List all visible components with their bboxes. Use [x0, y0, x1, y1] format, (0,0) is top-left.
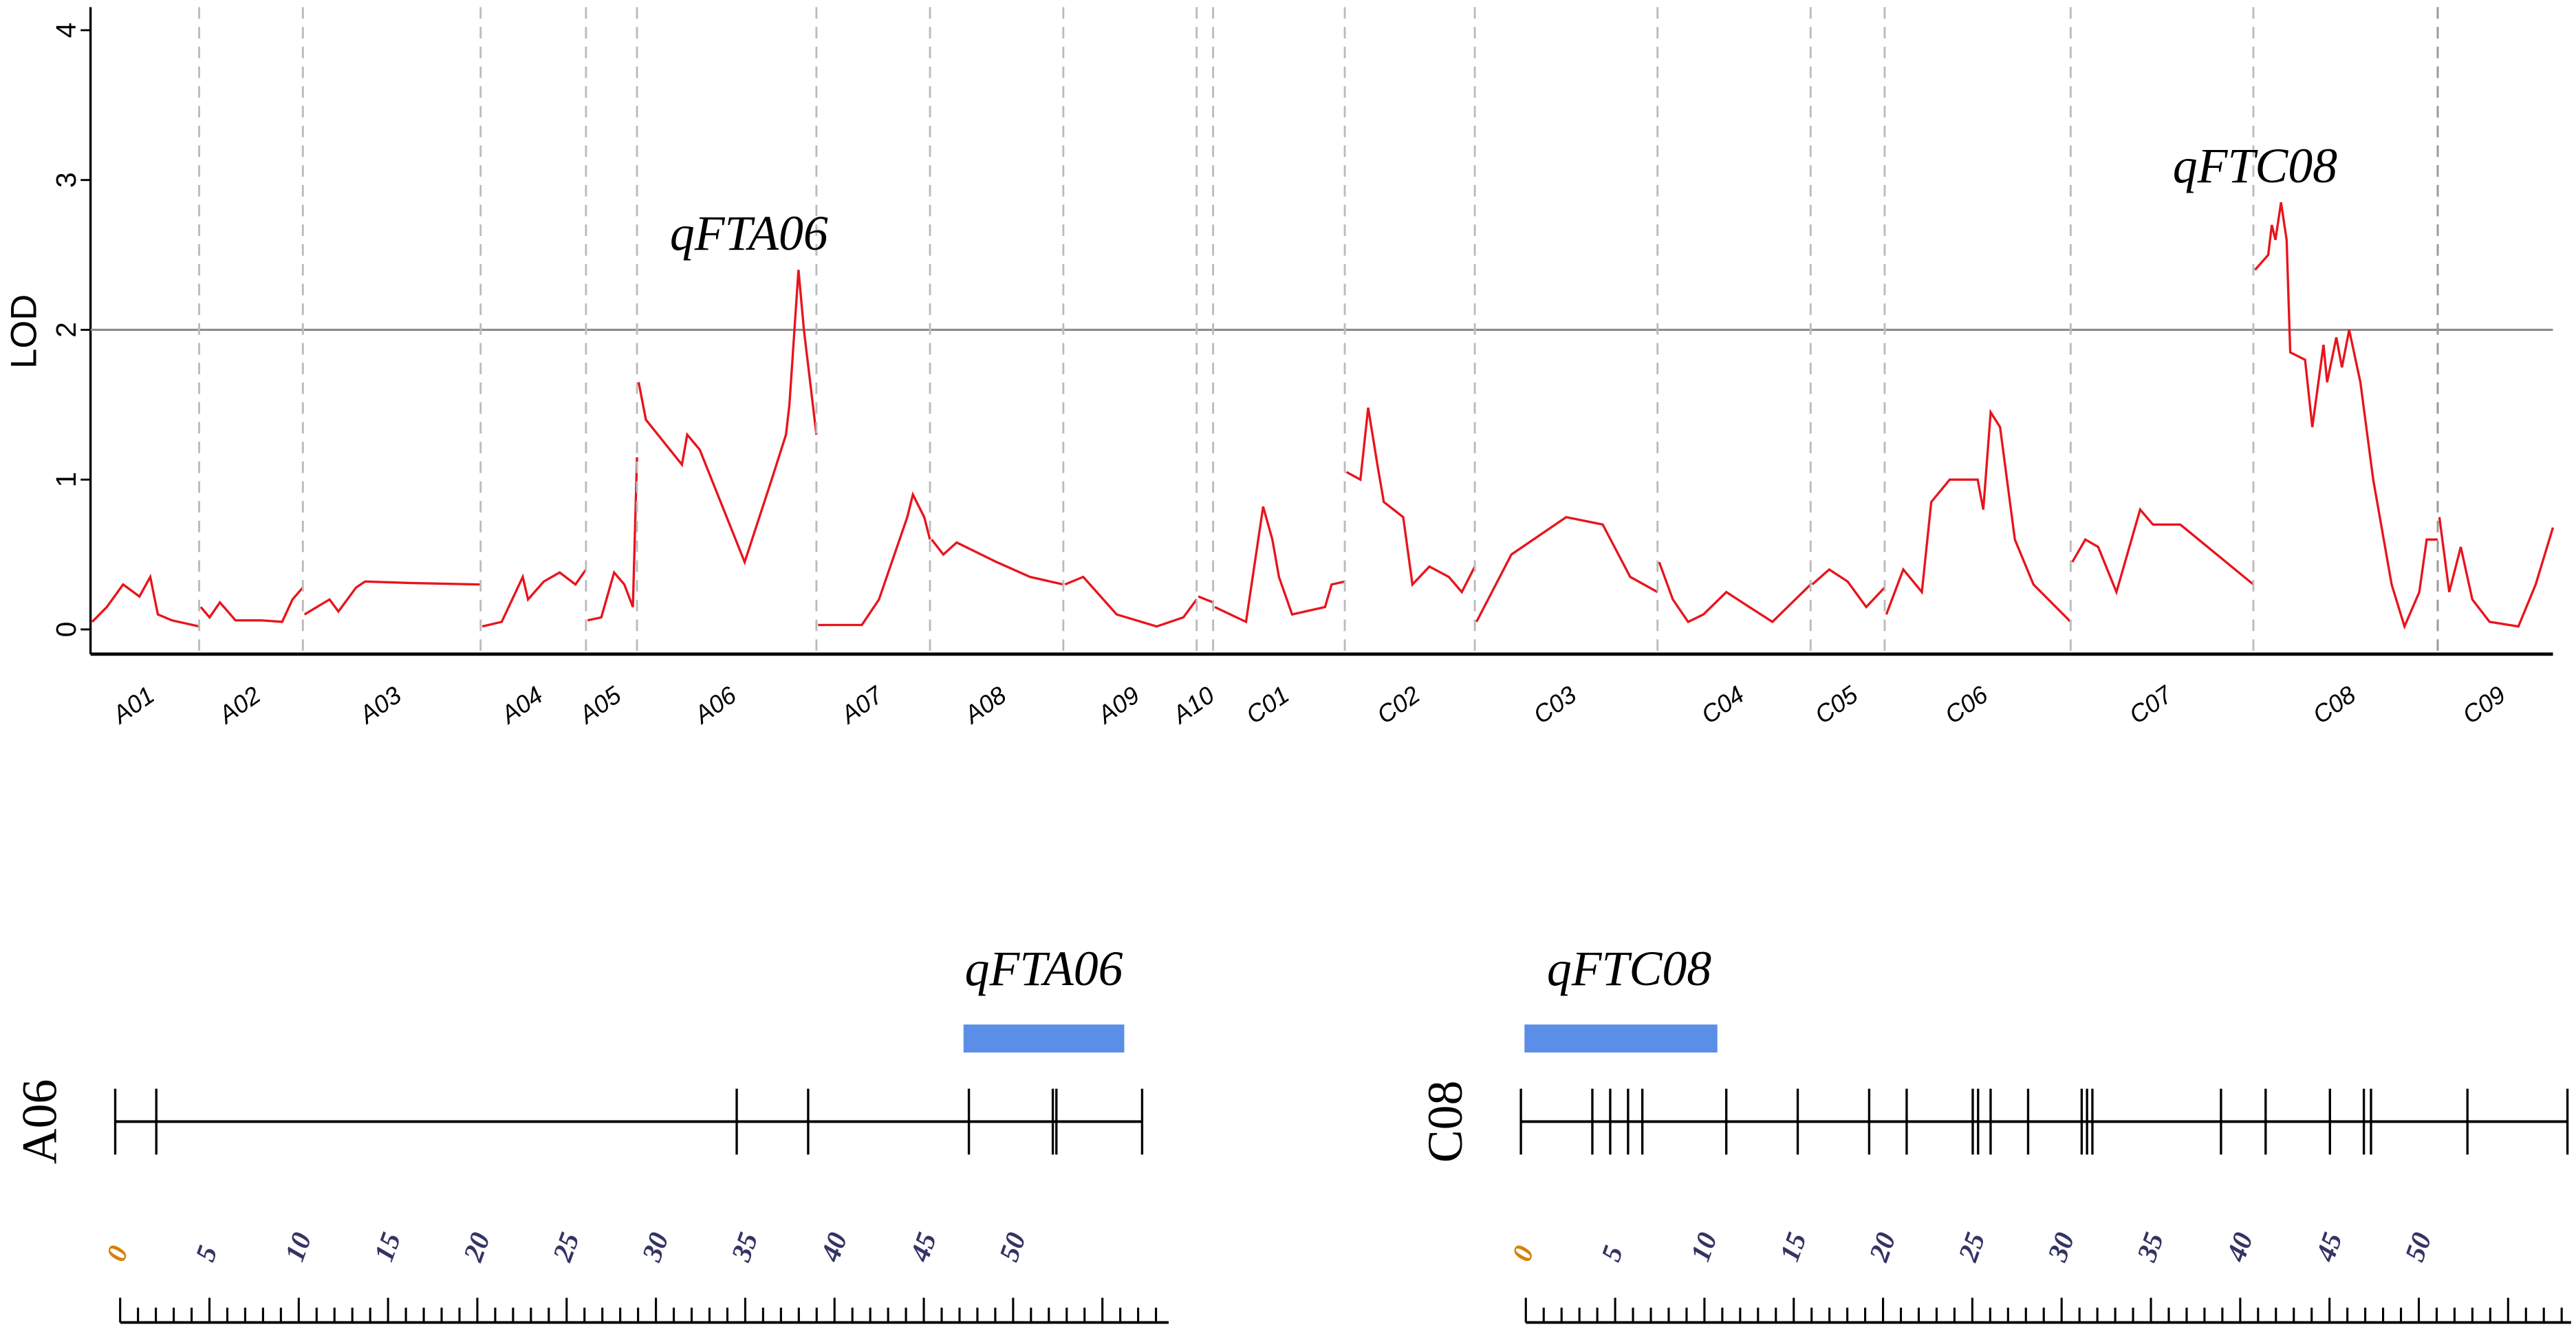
scale-label: 10: [279, 1229, 317, 1266]
scale-label: 35: [2131, 1229, 2170, 1266]
scale-label: 25: [546, 1229, 585, 1266]
linkage-map-C08: C08 qFTC08 0 5 10 15 20 25 30 35 40 45 50: [1418, 941, 2571, 1324]
y-tick-label: 0: [50, 622, 82, 638]
lod-plot: 0 1 2 3 4 LOD A01 A02 A03 A04 A05 A06 A07 A08 A09 A10 C0…: [4, 7, 2555, 730]
chromosome-label: A08: [958, 681, 1011, 730]
scale-label: 10: [1685, 1229, 1723, 1266]
scale-label: 50: [2399, 1229, 2437, 1266]
linkage-map-panels: A06 qFTA06 0 5 10 15 20 25 30 35 40 45 50 C08 qFTC08 0 5…: [12, 941, 2571, 1324]
chromosome-label: C09: [2458, 680, 2511, 729]
scale-label: 15: [368, 1229, 407, 1266]
scale-label: 5: [189, 1242, 223, 1266]
lod-series-C04: [1658, 561, 1812, 624]
lod-series-A04: [481, 568, 587, 628]
qtl-annotation: qFTA06: [670, 206, 828, 261]
lod-series-C03: [1475, 515, 1658, 623]
lod-series-C08: [2254, 202, 2438, 630]
lod-series-A08: [931, 539, 1064, 586]
scale-label: 40: [2220, 1229, 2259, 1266]
lod-series-A09: [1064, 575, 1198, 628]
scale-label: 45: [904, 1229, 943, 1266]
y-tick-label: 4: [50, 23, 82, 39]
lod-series-C06: [1885, 409, 2072, 623]
qtl-interval-bar: [1524, 1024, 1718, 1053]
y-tick-label: 2: [50, 322, 82, 338]
scale-label: 0: [1506, 1242, 1539, 1266]
lod-series-C05: [1811, 568, 1886, 609]
scale-label: 5: [1595, 1242, 1629, 1266]
chromosome-label: C03: [1528, 680, 1581, 729]
chromosome-label: A04: [495, 681, 548, 730]
lod-series-A06: [637, 270, 818, 565]
scale-label: 50: [993, 1229, 1032, 1266]
scale-label: 15: [1774, 1229, 1812, 1266]
lod-series-A10: [1198, 595, 1214, 604]
qtl-interval-bar: [963, 1024, 1125, 1053]
scale-label: 45: [2309, 1229, 2348, 1266]
chromosome-label: A05: [573, 680, 627, 729]
scale-label: 20: [457, 1229, 497, 1266]
map-chromosome-label: A06: [12, 1079, 67, 1165]
chromosome-label: C04: [1696, 681, 1749, 730]
chromosome-label: A10: [1167, 681, 1220, 730]
scale-label: 20: [1863, 1229, 1902, 1266]
qtl-label: qFTC08: [1547, 941, 1711, 996]
lod-series-C09: [2438, 517, 2555, 628]
scale-label: 40: [814, 1229, 854, 1266]
chromosome-label: C06: [1940, 680, 1993, 729]
y-axis-title: LOD: [4, 294, 45, 369]
y-tick-label: 1: [50, 472, 82, 488]
chromosome-label: C01: [1241, 681, 1294, 730]
chromosome-label: C07: [2124, 680, 2178, 729]
chromosome-label: A07: [835, 680, 889, 730]
qtl-label: qFTA06: [965, 941, 1123, 996]
linkage-map-A06: A06 qFTA06 0 5 10 15 20 25 30 35 40 45 50: [12, 941, 1169, 1324]
chromosome-label: A09: [1092, 681, 1145, 730]
qtl-annotation: qFTC08: [2173, 138, 2337, 193]
scale-label: 30: [2042, 1229, 2081, 1266]
scale-label: 25: [1952, 1229, 1991, 1266]
chromosome-label: A02: [213, 681, 266, 730]
lod-series-A03: [303, 580, 481, 616]
chromosome-label: C05: [1810, 680, 1863, 729]
chromosome-label: C02: [1372, 680, 1425, 729]
chromosome-label: A06: [689, 681, 742, 730]
lod-series-A01: [91, 573, 199, 628]
lod-series-C02: [1345, 407, 1476, 594]
lod-series-A07: [818, 491, 931, 627]
scale-label: 0: [100, 1242, 134, 1266]
map-chromosome-label: C08: [1418, 1081, 1473, 1163]
lod-series-A05: [587, 457, 638, 622]
lod-series-C01: [1214, 506, 1345, 624]
chromosome-label: A01: [107, 681, 160, 730]
chromosome-label: A03: [354, 681, 407, 730]
scale-label: 35: [725, 1229, 764, 1266]
y-tick-label: 3: [50, 172, 82, 188]
chromosome-label: C08: [2308, 680, 2361, 729]
lod-series-A02: [199, 586, 304, 623]
lod-series-C07: [2071, 507, 2255, 596]
scale-label: 30: [636, 1229, 675, 1266]
